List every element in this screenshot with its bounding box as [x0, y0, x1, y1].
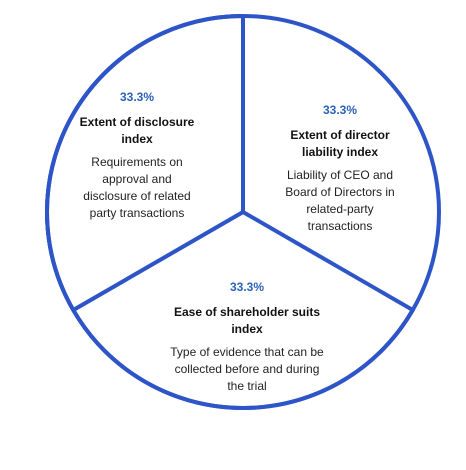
- slice-description-label: Board of Directors in: [285, 185, 394, 199]
- slice-percent-label: 33.3%: [323, 103, 357, 117]
- slice-title-label: Extent of director: [290, 128, 390, 142]
- slice-description-label: Liability of CEO and: [287, 168, 393, 182]
- slice-title-label: index: [231, 322, 263, 336]
- pie-outline: [45, 14, 441, 410]
- slice-description-label: related-party: [306, 202, 373, 216]
- slice-description-label: Type of evidence that can be: [170, 345, 324, 359]
- slice-title-label: liability index: [302, 145, 378, 159]
- slice-description-label: party transactions: [90, 206, 185, 220]
- slice-title-label: Ease of shareholder suits: [174, 305, 320, 319]
- slice-description-label: approval and: [102, 172, 171, 186]
- slice-percent-label: 33.3%: [230, 280, 264, 294]
- slice-description-label: disclosure of related: [83, 189, 190, 203]
- slice-title-label: index: [121, 132, 153, 146]
- slice-description-label: Requirements on: [91, 155, 182, 169]
- slice-description-label: collected before and during: [175, 362, 320, 376]
- slice-title-label: Extent of disclosure: [80, 115, 195, 129]
- slice-description-label: transactions: [308, 219, 373, 233]
- slice-description-label: the trial: [227, 379, 266, 393]
- slice-percent-label: 33.3%: [120, 90, 154, 104]
